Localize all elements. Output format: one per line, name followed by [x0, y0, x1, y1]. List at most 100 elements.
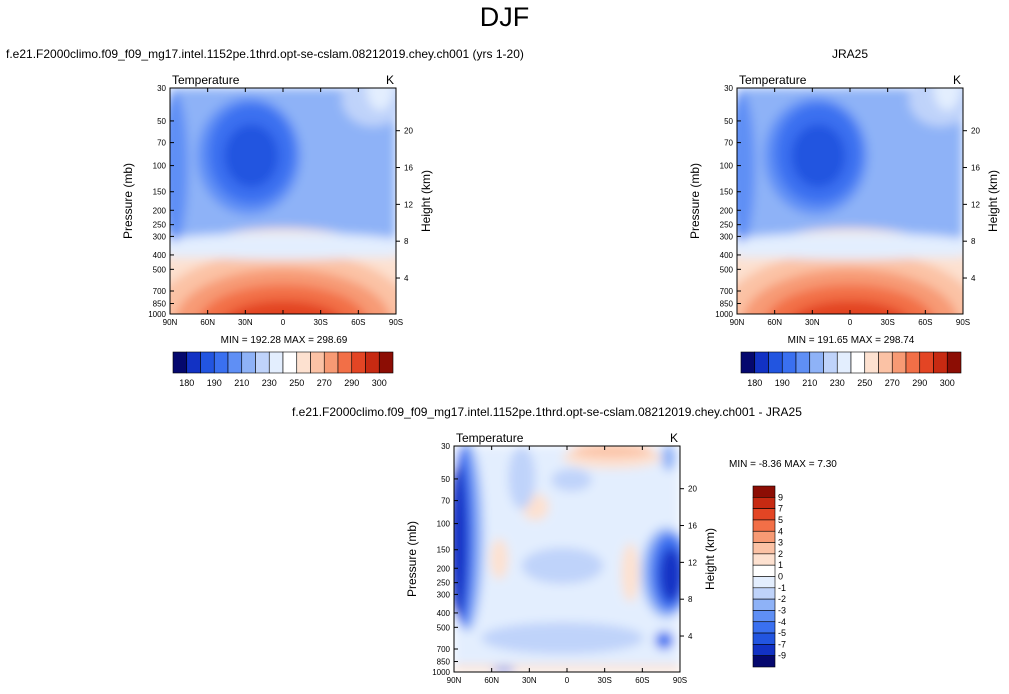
contour-field-model — [170, 88, 396, 314]
pressure-tick-label: 200 — [153, 206, 167, 215]
min-max-label: MIN = 192.28 MAX = 298.69 — [221, 335, 348, 346]
pressure-tick-label: 700 — [720, 287, 734, 296]
colorbar-swatch — [186, 351, 201, 374]
south-upper-cold — [341, 180, 387, 222]
height-tick-label: 16 — [971, 164, 980, 173]
colorbar-label: 290 — [912, 378, 927, 388]
pressure-tick-label: 200 — [437, 564, 451, 573]
x-tick-label: 90S — [673, 676, 687, 685]
pressure-tick-label: 70 — [157, 139, 166, 148]
x-tick-label: 60S — [351, 318, 365, 327]
colorbar-label: 300 — [372, 378, 387, 388]
pressure-tick-label: 50 — [157, 117, 166, 126]
colorbar-swatch — [752, 644, 776, 656]
south-pole-negative-core — [659, 547, 680, 602]
x-tick-label: 60S — [918, 318, 932, 327]
min-max-label: MIN = -8.36 MAX = 7.30 — [729, 459, 837, 470]
y-axis-label: Pressure (mb) — [688, 163, 702, 239]
colorbar-label: 0 — [778, 572, 783, 582]
height-tick-label: 4 — [404, 274, 409, 283]
height-tick-label: 12 — [971, 200, 980, 209]
colorbar-swatch — [227, 351, 243, 374]
positive-strat-core — [571, 446, 653, 458]
pressure-tick-label: 100 — [437, 520, 451, 529]
pressure-tick-label: 30 — [724, 84, 733, 93]
colorbar-label: 7 — [778, 504, 783, 514]
pressure-tick-label: 150 — [720, 188, 734, 197]
height-tick-label: 20 — [971, 127, 980, 136]
colorbar-swatch — [768, 351, 783, 374]
pressure-tick-label: 1000 — [432, 668, 450, 677]
colorbar-swatch — [323, 351, 339, 374]
colorbar-model: 180 190 210 230 250 270 290 300 — [172, 351, 394, 388]
pressure-tick-label: 50 — [441, 475, 450, 484]
colorbar-label: -9 — [778, 651, 786, 661]
page-title: DJF — [479, 2, 530, 32]
colorbar-swatch — [752, 610, 776, 623]
positive-north-patch — [490, 538, 509, 580]
colorbar-swatch — [933, 351, 948, 374]
positive-south-patch — [621, 543, 640, 602]
height-tick-label: 20 — [404, 127, 413, 136]
units-label: K — [386, 73, 394, 87]
colorbar-label: 250 — [289, 378, 304, 388]
colorbar-swatch — [752, 632, 776, 645]
colorbar-label: -4 — [778, 617, 786, 627]
tropical-tropopause-core — [224, 124, 279, 188]
colorbar-swatch — [919, 351, 934, 374]
pressure-tick-label: 200 — [720, 206, 734, 215]
pressure-tick-label: 700 — [153, 287, 167, 296]
min-max-label: MIN = 191.65 MAX = 298.74 — [788, 335, 915, 346]
x-tick-label: 0 — [281, 318, 286, 327]
pressure-tick-label: 30 — [441, 442, 450, 451]
colorbar-label: 4 — [778, 526, 783, 536]
colorbar-label: 1 — [778, 560, 783, 570]
panel-model: 90N 60N 30N 0 30S 60S 90S 30 50 70 100 150 200 250 300… — [121, 73, 433, 388]
pressure-tick-label: 300 — [720, 232, 734, 241]
colorbar-swatch — [752, 576, 776, 589]
pressure-tick-label: 400 — [437, 609, 451, 618]
negative-midtrop-patch — [521, 547, 604, 584]
model-panel-title: f.e21.F2000climo.f09_f09_mg17.intel.1152… — [6, 47, 524, 61]
colorbar-swatch — [752, 587, 776, 600]
colorbar-swatch — [864, 351, 879, 374]
x-tick-label: 90N — [163, 318, 178, 327]
colorbar-label: 250 — [857, 378, 872, 388]
colorbar-swatch — [752, 508, 776, 521]
pressure-tick-label: 300 — [153, 232, 167, 241]
pressure-tick-label: 300 — [437, 590, 451, 599]
south-strat-negative — [661, 446, 676, 471]
y-axis-label: Pressure (mb) — [405, 521, 419, 597]
colorbar-swatch — [781, 351, 797, 374]
variable-label: Temperature — [739, 73, 807, 87]
x-tick-label: 60N — [484, 676, 499, 685]
colorbar-label: 180 — [179, 378, 194, 388]
colorbar-label: 270 — [885, 378, 900, 388]
colorbar-swatch — [752, 485, 776, 498]
colorbar-swatch — [752, 497, 776, 509]
x-tick-label: 90S — [389, 318, 403, 327]
negative-north-strat — [508, 446, 536, 510]
colorbar-swatch — [255, 351, 270, 374]
x-tick-label: 30S — [598, 676, 612, 685]
south-surface-negative — [655, 631, 674, 650]
colorbar-label: 210 — [234, 378, 249, 388]
colorbar-swatch — [378, 351, 394, 374]
colorbar-swatch — [268, 351, 284, 374]
pressure-tick-label: 850 — [720, 300, 734, 309]
x-tick-label: 60S — [635, 676, 649, 685]
colorbar-label: 5 — [778, 515, 783, 525]
y-axis-label-right: Height (km) — [986, 170, 1000, 232]
height-tick-label: 4 — [688, 632, 693, 641]
x-tick-label: 90S — [956, 318, 970, 327]
colorbar-label: 2 — [778, 549, 783, 559]
x-tick-label: 60N — [767, 318, 782, 327]
y-axis-label-right: Height (km) — [419, 170, 433, 232]
colorbar-swatch — [172, 351, 188, 374]
pressure-tick-label: 1000 — [715, 310, 733, 319]
colorbar-swatch — [878, 351, 893, 374]
colorbar-swatch — [752, 598, 776, 611]
south-strat-warmer — [366, 88, 394, 111]
colorbar-swatch — [752, 542, 776, 555]
